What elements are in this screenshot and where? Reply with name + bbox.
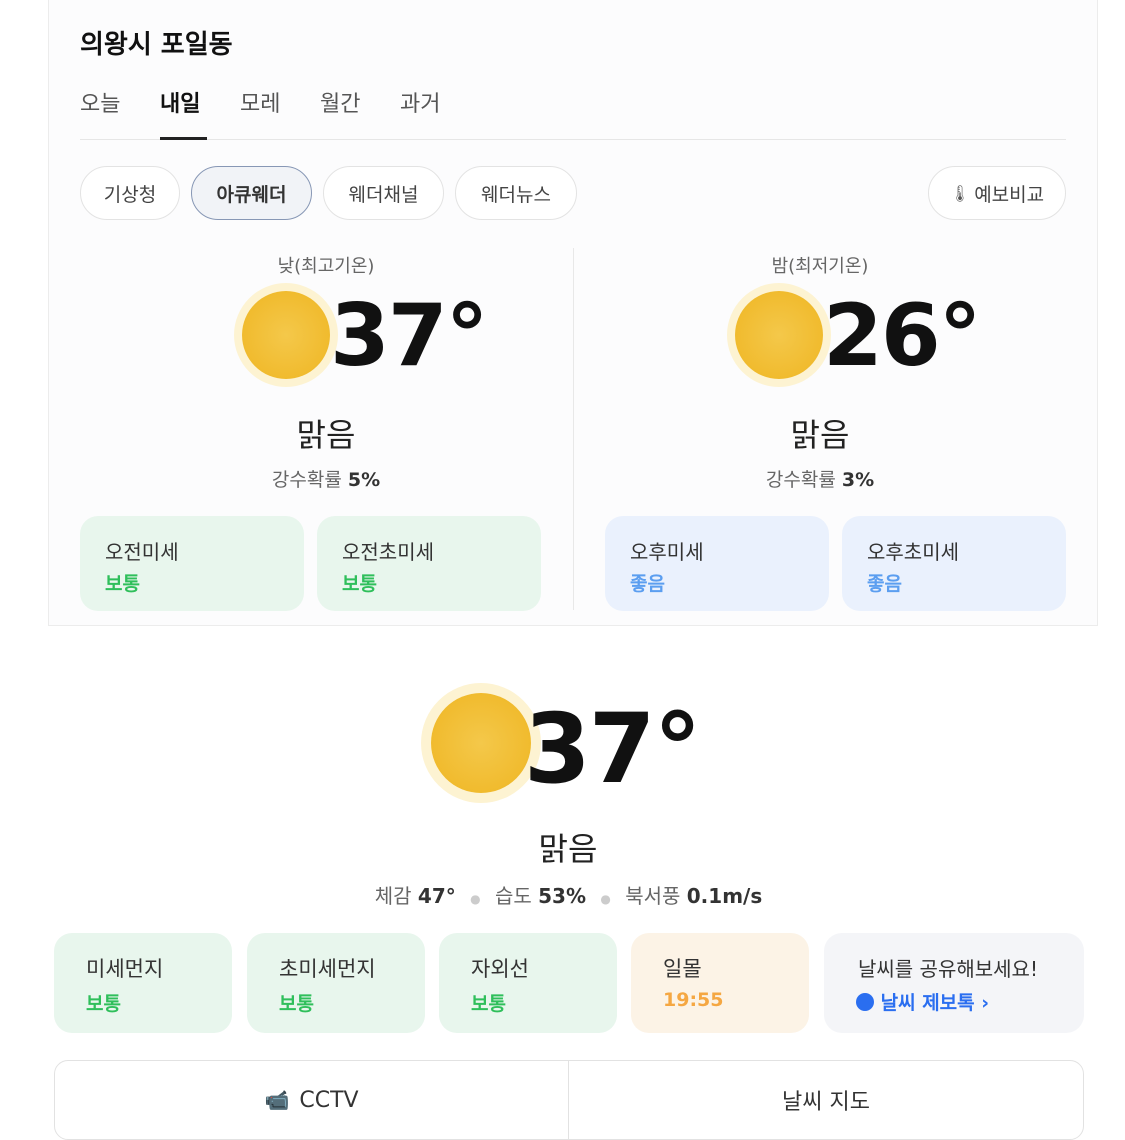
chat-icon [856,993,874,1011]
night-temp: 26° [823,286,982,386]
humidity-label: 습도 [494,884,532,908]
tile-label: 자외선 [471,957,529,981]
current-details: 체감 47° ● 습도 53% ● 북서풍 0.1m/s [374,884,763,908]
humidity-value: 53% [538,884,586,908]
tab-monthly[interactable]: 월간 [320,92,361,117]
tab-today[interactable]: 오늘 [80,92,121,117]
tile-label: 미세먼지 [86,957,164,981]
compare-button[interactable]: 🌡 예보비교 [928,166,1066,220]
dust-label: 오전미세 [105,540,179,564]
provider-weathernews[interactable]: 웨더뉴스 [455,166,577,220]
sun-icon [735,291,823,379]
tile-label: 초미세먼지 [279,957,376,981]
compare-label: 예보비교 [974,183,1045,206]
report-link[interactable]: 날씨 제보톡 › [856,988,1052,1015]
provider-kma[interactable]: 기상청 [80,166,180,220]
tab-divider [80,139,1066,140]
rain-label: 강수확률 [271,469,342,491]
dust-value: 보통 [342,573,377,595]
tile-value: 보통 [279,993,314,1015]
cctv-button[interactable]: 📹 CCTV [54,1060,569,1140]
tab-tomorrow[interactable]: 내일 [160,92,201,117]
current-temp: 37° [524,693,702,805]
tile-sunset: 일몰 19:55 [631,933,809,1033]
dust-value: 좋음 [630,573,665,595]
cctv-icon: 📹 [264,1088,290,1112]
dust-value: 좋음 [867,573,902,595]
weather-map-button[interactable]: 날씨 지도 [568,1060,1084,1140]
feels-label: 체감 [374,884,412,908]
rain-value: 3% [841,469,875,491]
provider-weatherchannel[interactable]: 웨더채널 [323,166,444,220]
wind-label: 북서풍 [625,884,681,908]
night-condition: 맑음 [790,416,850,454]
wind-value: 0.1m/s [686,884,763,908]
share-text: 날씨를 공유해보세요! [858,957,1038,981]
rain-value: 5% [347,469,381,491]
share-tile[interactable]: 날씨를 공유해보세요! 날씨 제보톡 › [824,933,1084,1033]
current-condition: 맑음 [538,830,598,868]
tab-day-after[interactable]: 모레 [240,92,281,117]
dust-label: 오전초미세 [342,540,434,564]
tab-past[interactable]: 과거 [400,92,441,117]
day-condition: 맑음 [296,416,356,454]
column-divider [573,248,574,610]
day-temp: 37° [330,286,489,386]
report-link-label: 날씨 제보톡 [880,992,975,1014]
feels-value: 47° [417,884,456,908]
location-title: 의왕시 포일동 [80,30,233,60]
night-rain: 강수확률 3% [670,465,970,492]
cctv-label: CCTV [299,1087,359,1113]
day-rain: 강수확률 5% [176,465,476,492]
provider-accuweather[interactable]: 아큐웨더 [191,166,312,220]
thermometer-icon: 🌡 [949,183,971,203]
weather-map-label: 날씨 지도 [782,1090,870,1115]
tile-label: 일몰 [663,957,702,981]
tile-value: 보통 [86,993,121,1015]
rain-label: 강수확률 [765,469,836,491]
tile-value: 19:55 [663,989,724,1011]
day-label: 낮(최고기온) [277,256,375,277]
dust-label: 오후미세 [630,540,704,564]
tile-value: 보통 [471,993,506,1015]
night-label: 밤(최저기온) [771,256,869,277]
dust-value: 보통 [105,573,140,595]
dust-label: 오후초미세 [867,540,959,564]
chevron-right-icon: › [981,992,990,1014]
active-tab-indicator [160,137,207,140]
sun-icon [242,291,330,379]
sun-icon [431,693,531,793]
